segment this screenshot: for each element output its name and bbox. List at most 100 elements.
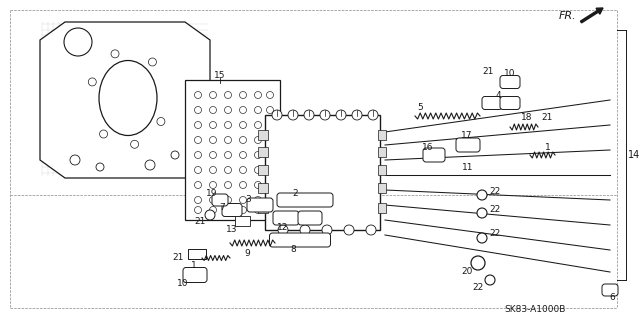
Circle shape <box>344 225 354 235</box>
Text: 5: 5 <box>417 103 423 113</box>
Bar <box>378 183 386 193</box>
Text: 13: 13 <box>227 225 237 234</box>
Bar <box>188 249 206 259</box>
Text: 22: 22 <box>490 229 500 239</box>
Circle shape <box>278 225 288 235</box>
Circle shape <box>239 152 246 159</box>
Text: 10: 10 <box>504 70 516 78</box>
Circle shape <box>225 107 232 114</box>
Text: 15: 15 <box>214 70 226 79</box>
FancyBboxPatch shape <box>298 211 322 225</box>
Circle shape <box>145 160 155 170</box>
Bar <box>378 203 386 213</box>
Text: 12: 12 <box>277 222 289 232</box>
Polygon shape <box>40 22 210 178</box>
FancyBboxPatch shape <box>222 204 242 217</box>
Circle shape <box>255 167 262 174</box>
Circle shape <box>131 140 139 148</box>
Circle shape <box>225 167 232 174</box>
Circle shape <box>336 110 346 120</box>
Bar <box>258 203 268 213</box>
Circle shape <box>239 182 246 189</box>
Text: 22: 22 <box>490 204 500 213</box>
Text: 1: 1 <box>545 143 551 152</box>
Text: 20: 20 <box>461 268 473 277</box>
Text: 21: 21 <box>541 114 553 122</box>
FancyBboxPatch shape <box>423 148 445 162</box>
Circle shape <box>239 197 246 204</box>
Circle shape <box>320 110 330 120</box>
Circle shape <box>195 206 202 213</box>
Circle shape <box>266 206 273 213</box>
Circle shape <box>266 92 273 99</box>
Text: 21: 21 <box>172 254 184 263</box>
Circle shape <box>225 137 232 144</box>
Circle shape <box>266 182 273 189</box>
Circle shape <box>225 182 232 189</box>
Bar <box>258 183 268 193</box>
Circle shape <box>209 197 216 204</box>
Text: 11: 11 <box>462 162 474 172</box>
Circle shape <box>209 152 216 159</box>
Circle shape <box>300 225 310 235</box>
FancyBboxPatch shape <box>273 211 299 225</box>
Text: SK83-A1000B: SK83-A1000B <box>504 306 566 315</box>
Text: 19: 19 <box>206 189 218 198</box>
Circle shape <box>195 107 202 114</box>
Circle shape <box>255 92 262 99</box>
Text: 6: 6 <box>609 293 615 302</box>
Circle shape <box>255 137 262 144</box>
Circle shape <box>255 197 262 204</box>
Circle shape <box>239 92 246 99</box>
Circle shape <box>209 137 216 144</box>
Circle shape <box>266 152 273 159</box>
Circle shape <box>239 167 246 174</box>
Circle shape <box>266 167 273 174</box>
Circle shape <box>157 117 165 125</box>
Circle shape <box>255 122 262 129</box>
Bar <box>378 130 386 140</box>
Text: 22: 22 <box>490 188 500 197</box>
Circle shape <box>195 197 202 204</box>
Circle shape <box>225 197 232 204</box>
Bar <box>258 165 268 175</box>
FancyBboxPatch shape <box>500 76 520 88</box>
Circle shape <box>171 151 179 159</box>
Circle shape <box>209 206 216 213</box>
FancyBboxPatch shape <box>183 268 207 283</box>
Circle shape <box>195 122 202 129</box>
Circle shape <box>111 50 119 58</box>
Bar <box>258 130 268 140</box>
Circle shape <box>225 152 232 159</box>
Circle shape <box>322 225 332 235</box>
Circle shape <box>209 107 216 114</box>
Circle shape <box>209 182 216 189</box>
Text: FR.: FR. <box>559 11 577 21</box>
FancyBboxPatch shape <box>212 194 228 206</box>
Bar <box>265 115 380 230</box>
Circle shape <box>477 233 487 243</box>
Text: 18: 18 <box>521 114 532 122</box>
Circle shape <box>205 210 215 220</box>
Circle shape <box>96 163 104 171</box>
Text: 9: 9 <box>244 249 250 257</box>
FancyBboxPatch shape <box>456 138 480 152</box>
Bar <box>258 147 268 157</box>
Circle shape <box>239 206 246 213</box>
Bar <box>378 147 386 157</box>
Circle shape <box>255 152 262 159</box>
Circle shape <box>471 256 485 270</box>
Circle shape <box>225 92 232 99</box>
Text: 16: 16 <box>422 143 434 152</box>
Bar <box>235 216 250 226</box>
Circle shape <box>485 275 495 285</box>
Circle shape <box>209 167 216 174</box>
Circle shape <box>64 28 92 56</box>
Text: 8: 8 <box>290 246 296 255</box>
Circle shape <box>195 167 202 174</box>
Circle shape <box>266 197 273 204</box>
Ellipse shape <box>99 61 157 136</box>
Circle shape <box>288 110 298 120</box>
Circle shape <box>209 122 216 129</box>
Text: 17: 17 <box>461 130 473 139</box>
